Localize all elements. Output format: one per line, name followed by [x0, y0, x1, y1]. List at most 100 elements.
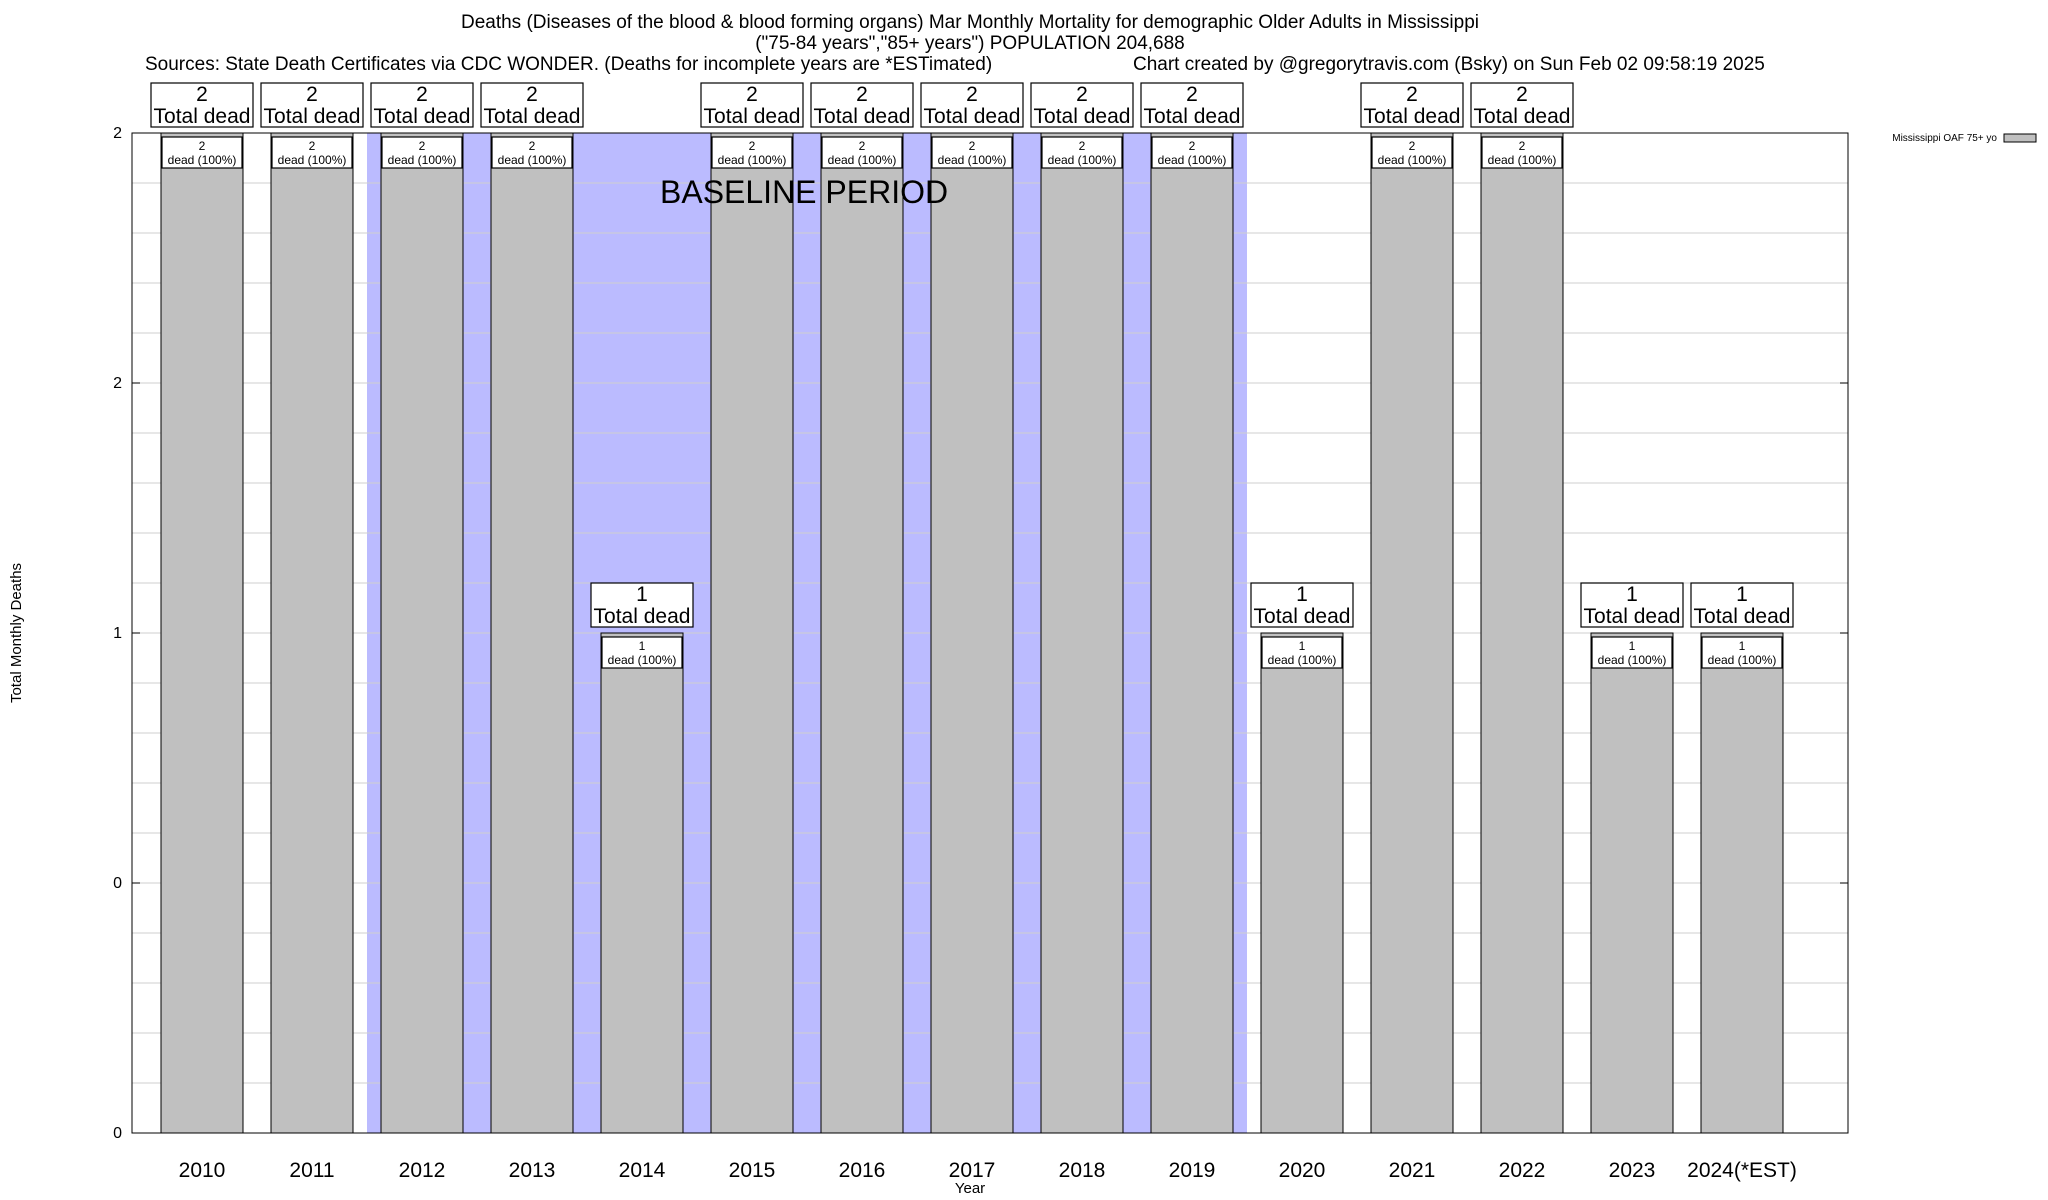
- top-label: 2 Total dead: [484, 83, 581, 128]
- top-label-box: [1580, 582, 1684, 628]
- top-label: 2 Total dead: [1474, 83, 1571, 128]
- inner-label-box: [1151, 136, 1233, 169]
- inner-label: 2 dead (100%): [1048, 139, 1117, 167]
- x-tick-label: 2024(*EST): [1687, 1159, 1797, 1182]
- x-tick-label: 2018: [1059, 1159, 1106, 1182]
- top-label: 1 Total dead: [594, 583, 691, 628]
- inner-label-box: [491, 136, 573, 169]
- top-label-box: [260, 82, 364, 128]
- inner-label: 2 dead (100%): [1488, 139, 1557, 167]
- x-tick-label: 2021: [1389, 1159, 1436, 1182]
- x-tick-label: 2010: [179, 1159, 226, 1182]
- inner-label-box: [1591, 636, 1673, 669]
- top-label-box: [480, 82, 584, 128]
- top-label: 2 Total dead: [704, 83, 801, 128]
- inner-label-box: [1041, 136, 1123, 169]
- inner-label: 2 dead (100%): [828, 139, 897, 167]
- x-tick-label: 2017: [949, 1159, 996, 1182]
- x-tick-label: 2020: [1279, 1159, 1326, 1182]
- bar: [600, 632, 684, 1134]
- bar: [930, 132, 1014, 1134]
- inner-label-box: [1481, 136, 1563, 169]
- bar: [820, 132, 904, 1134]
- top-label: 2 Total dead: [1364, 83, 1461, 128]
- inner-label: 2 dead (100%): [1158, 139, 1227, 167]
- legend-swatch: [2003, 133, 2037, 143]
- x-tick-label: 2014: [619, 1159, 666, 1182]
- y-tick-label: 0: [113, 875, 122, 892]
- y-tick-label: 2: [113, 125, 122, 142]
- x-tick-label: 2022: [1499, 1159, 1546, 1182]
- top-label: 2 Total dead: [1034, 83, 1131, 128]
- chart-sources: Sources: State Death Certificates via CD…: [145, 54, 993, 75]
- inner-label: 2 dead (100%): [718, 139, 787, 167]
- bar: [1040, 132, 1124, 1134]
- inner-label: 2 dead (100%): [278, 139, 347, 167]
- chart-title: Deaths (Diseases of the blood & blood fo…: [460, 12, 1479, 33]
- top-label: 1 Total dead: [1584, 583, 1681, 628]
- x-tick-label: 2013: [509, 1159, 556, 1182]
- bar: [160, 132, 244, 1134]
- inner-label: 1 dead (100%): [1268, 639, 1337, 667]
- x-tick-label: 2011: [289, 1159, 334, 1182]
- bar: [1590, 632, 1674, 1134]
- bar: [1700, 632, 1784, 1134]
- top-label-box: [150, 82, 254, 128]
- bar: [1370, 132, 1454, 1134]
- y-tick-label: 2: [113, 375, 122, 392]
- inner-label: 2 dead (100%): [498, 139, 567, 167]
- top-label-box: [700, 82, 804, 128]
- top-label-box: [590, 582, 694, 628]
- inner-label: 1 dead (100%): [608, 639, 677, 667]
- top-label: 2 Total dead: [814, 83, 911, 128]
- x-tick-label: 2019: [1169, 1159, 1216, 1182]
- chart-credit: Chart created by @gregorytravis.com (Bsk…: [1133, 54, 1765, 75]
- top-label: 2 Total dead: [264, 83, 361, 128]
- inner-label-box: [271, 136, 353, 169]
- top-label-box: [1690, 582, 1794, 628]
- bar: [270, 132, 354, 1134]
- top-label: 2 Total dead: [1144, 83, 1241, 128]
- top-label-box: [1140, 82, 1244, 128]
- bar: [1150, 132, 1234, 1134]
- inner-label-box: [821, 136, 903, 169]
- x-axis-label: Year: [955, 1180, 985, 1197]
- inner-label-box: [601, 636, 683, 669]
- legend: Mississippi OAF 75+ yo: [1892, 133, 2037, 144]
- top-label-box: [1360, 82, 1464, 128]
- inner-label: 2 dead (100%): [1378, 139, 1447, 167]
- y-tick-label: 0: [113, 1125, 122, 1142]
- inner-label: 2 dead (100%): [938, 139, 1007, 167]
- top-label-box: [370, 82, 474, 128]
- inner-label-box: [161, 136, 243, 169]
- bar: [490, 132, 574, 1134]
- bar: [710, 132, 794, 1134]
- inner-label: 2 dead (100%): [168, 139, 237, 167]
- inner-label-box: [1371, 136, 1453, 169]
- bar: [380, 132, 464, 1134]
- inner-label-box: [1701, 636, 1783, 669]
- top-label: 1 Total dead: [1254, 583, 1351, 628]
- top-label-box: [1250, 582, 1354, 628]
- x-tick-label: 2012: [399, 1159, 446, 1182]
- top-label: 2 Total dead: [374, 83, 471, 128]
- top-label: 2 Total dead: [154, 83, 251, 128]
- top-label-box: [1470, 82, 1574, 128]
- inner-label-box: [1261, 636, 1343, 669]
- inner-label: 1 dead (100%): [1708, 639, 1777, 667]
- bar: [1260, 632, 1344, 1134]
- y-axis-label: Total Monthly Deaths: [8, 563, 25, 703]
- top-label-box: [920, 82, 1024, 128]
- x-tick-label: 2015: [729, 1159, 776, 1182]
- legend-entry-label: Mississippi OAF 75+ yo: [1892, 133, 1997, 144]
- inner-label: 2 dead (100%): [388, 139, 457, 167]
- baseline-period-label: BASELINE PERIOD: [660, 174, 948, 210]
- y-tick-label: 1: [113, 625, 122, 642]
- x-tick-label: 2023: [1609, 1159, 1656, 1182]
- inner-label-box: [381, 136, 463, 169]
- top-label: 2 Total dead: [924, 83, 1021, 128]
- top-label: 1 Total dead: [1694, 583, 1791, 628]
- inner-label: 1 dead (100%): [1598, 639, 1667, 667]
- x-tick-label: 2016: [839, 1159, 886, 1182]
